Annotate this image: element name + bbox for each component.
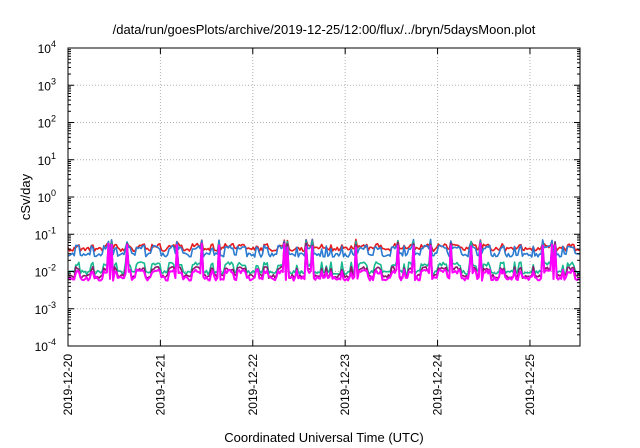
y-tick-exponent: -3	[48, 300, 56, 310]
y-tick-exponent: 0	[51, 188, 56, 198]
axis-labels: 10-410-310-210-11001011021031042019-12-2…	[35, 39, 537, 415]
y-tick-label: 101	[38, 151, 56, 168]
series-line-2	[67, 238, 580, 258]
series-line-3	[67, 239, 581, 276]
y-tick-exponent: 4	[51, 39, 56, 49]
x-tick-label: 2019-12-22	[246, 354, 260, 416]
grid	[68, 48, 580, 346]
y-tick-exponent: -4	[48, 337, 56, 347]
y-tick-label: 104	[38, 39, 56, 56]
y-tick-label: 100	[38, 188, 56, 205]
y-tick-exponent: -2	[48, 263, 56, 273]
x-tick-label: 2019-12-24	[431, 354, 445, 416]
y-tick-label: 10-4	[35, 337, 56, 354]
x-tick-label: 2019-12-25	[523, 354, 537, 416]
x-tick-label: 2019-12-23	[338, 354, 352, 416]
series-line-5	[67, 242, 581, 282]
x-tick-label: 2019-12-21	[153, 354, 167, 416]
y-tick-label: 103	[38, 76, 56, 93]
y-tick-exponent: 3	[51, 76, 56, 86]
y-tick-label: 10-3	[35, 300, 56, 317]
y-tick-label: 102	[38, 114, 56, 131]
chart-title: /data/run/goesPlots/archive/2019-12-25/1…	[112, 22, 536, 37]
series-lines	[67, 238, 581, 282]
x-tick-label: 2019-12-20	[61, 354, 75, 416]
y-tick-exponent: 2	[51, 114, 56, 124]
axis-ticks	[67, 47, 580, 347]
y-tick-label: 10-2	[35, 263, 56, 280]
y-axis-label: cSv/day	[18, 173, 33, 220]
y-tick-exponent: 1	[51, 151, 56, 161]
y-tick-exponent: -1	[48, 225, 56, 235]
y-tick-label: 10-1	[35, 225, 56, 242]
x-axis-label: Coordinated Universal Time (UTC)	[224, 430, 423, 445]
